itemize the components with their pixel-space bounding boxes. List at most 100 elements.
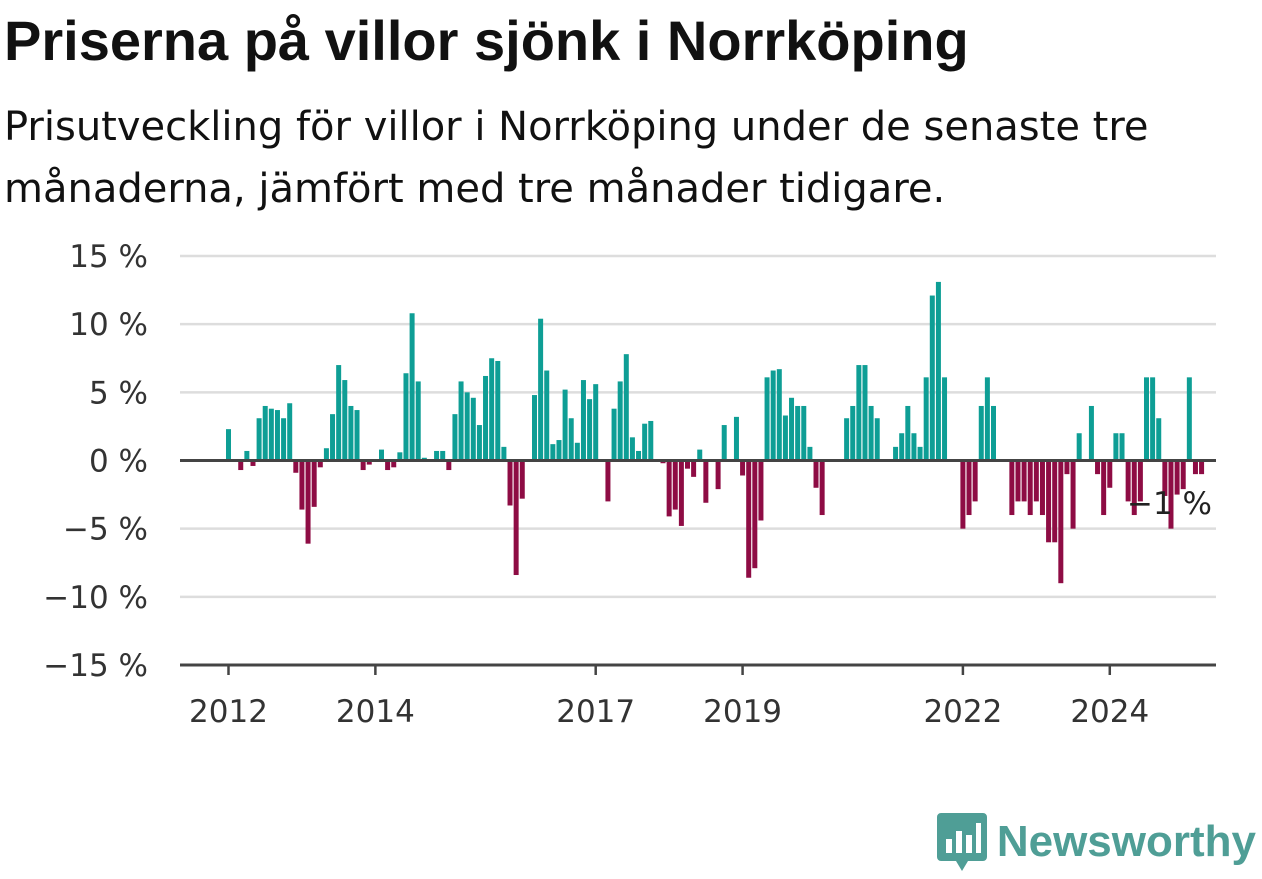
bar — [434, 450, 440, 461]
bar — [746, 460, 752, 578]
bar — [587, 399, 593, 461]
bar — [642, 423, 648, 461]
bar — [1064, 460, 1070, 475]
x-tick-label: 2022 — [923, 694, 1002, 730]
bar — [648, 420, 654, 461]
bar — [379, 449, 384, 461]
bar — [489, 358, 495, 461]
bar — [923, 377, 929, 461]
bar — [366, 460, 372, 465]
bar — [605, 460, 611, 502]
bar — [905, 405, 911, 461]
bar — [911, 433, 917, 461]
bar — [776, 369, 782, 461]
bar — [556, 440, 562, 461]
bar — [1052, 460, 1058, 543]
bar — [293, 460, 299, 473]
bar — [1107, 460, 1113, 488]
bar — [538, 318, 544, 461]
bar — [1088, 405, 1094, 461]
bar — [1162, 460, 1168, 496]
bar — [862, 365, 868, 461]
bar — [966, 460, 972, 516]
bar — [226, 429, 231, 461]
bar — [568, 418, 574, 461]
bar — [256, 418, 262, 461]
bar — [513, 460, 519, 576]
bar — [574, 442, 580, 461]
bar — [1119, 433, 1125, 461]
bar — [807, 446, 813, 461]
bar — [874, 418, 880, 461]
bar — [1192, 460, 1198, 475]
bar — [354, 410, 360, 461]
newsworthy-bar-chart-icon — [936, 813, 987, 871]
bar — [611, 408, 617, 461]
bar — [1168, 460, 1174, 529]
bar — [1070, 460, 1076, 529]
bar-chart: 15 %10 %5 %0 %−5 %−10 %−15 % 2012 2014 201… — [43, 239, 1216, 730]
x-axis-ticks: 2012 2014 2017 2019 2022 2024 — [189, 665, 1149, 730]
bar — [562, 389, 568, 461]
bar — [1033, 460, 1039, 502]
y-tick-label: 15 % — [69, 239, 148, 275]
bar — [311, 460, 317, 507]
bar — [856, 365, 862, 461]
bar — [1144, 377, 1149, 461]
newsworthy-logo[interactable]: Newsworthy — [936, 813, 1256, 871]
bar — [1150, 377, 1156, 461]
bar — [733, 416, 739, 461]
y-tick-label: 10 % — [69, 307, 148, 343]
bar — [1039, 460, 1045, 516]
bar — [476, 425, 482, 461]
bar — [740, 460, 746, 476]
bar — [287, 403, 293, 461]
y-tick-label: 0 % — [89, 444, 148, 480]
bar — [1027, 460, 1033, 516]
bar — [1131, 460, 1137, 516]
bar — [342, 380, 348, 461]
bar — [789, 397, 795, 461]
bar — [464, 392, 470, 461]
bar — [1113, 433, 1119, 461]
bar — [899, 433, 905, 461]
bar — [758, 460, 764, 521]
bar — [483, 375, 489, 461]
bar — [330, 414, 336, 461]
bar — [672, 460, 678, 510]
bar — [593, 384, 599, 461]
bar — [580, 380, 586, 461]
bar — [1015, 460, 1021, 502]
bar — [360, 460, 366, 471]
bar — [446, 460, 452, 471]
bar — [403, 373, 409, 461]
bar — [1076, 433, 1082, 461]
bar — [1009, 460, 1015, 516]
chart-title: Priserna på villor sjönk i Norrköping — [4, 9, 969, 72]
bar — [715, 460, 721, 490]
x-tick-label: 2017 — [556, 694, 635, 730]
bar — [636, 450, 642, 461]
bar — [697, 449, 703, 461]
bar — [813, 460, 819, 488]
bar — [1125, 460, 1131, 502]
bar — [323, 448, 329, 461]
bar — [317, 460, 323, 468]
bar — [1137, 460, 1143, 502]
bar — [244, 450, 250, 461]
x-tick-label: 2014 — [336, 694, 415, 730]
bar — [495, 360, 501, 461]
x-tick-label: 2012 — [189, 694, 268, 730]
bar — [1058, 460, 1064, 584]
bars — [226, 281, 1205, 584]
latest-value-label: −1 % — [1127, 486, 1212, 522]
bar — [703, 460, 709, 503]
bar — [1095, 460, 1101, 475]
bar — [984, 377, 990, 461]
bar — [250, 460, 256, 466]
bar — [458, 381, 464, 461]
bar — [978, 405, 984, 461]
bar — [268, 408, 274, 461]
bar — [721, 425, 727, 461]
bar — [391, 460, 397, 468]
